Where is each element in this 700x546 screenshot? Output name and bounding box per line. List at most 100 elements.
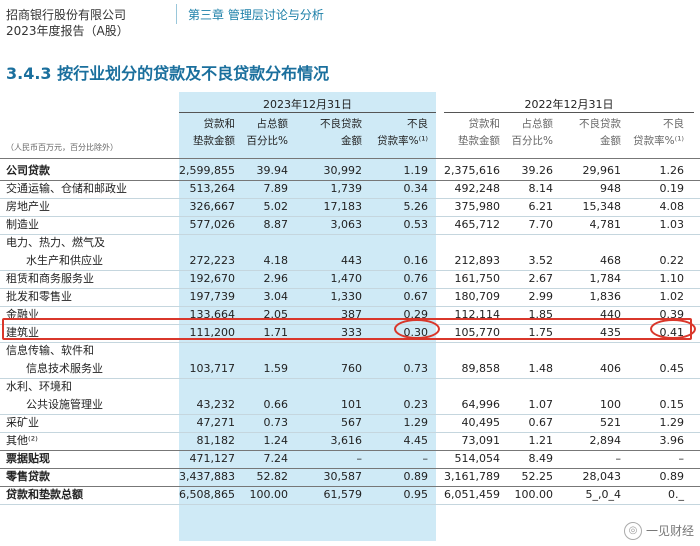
column-header: 占总额 xyxy=(256,118,289,130)
cell-value: 0._ xyxy=(668,488,684,501)
cell-value: 471,127 xyxy=(189,452,236,465)
cell-value: 40,495 xyxy=(461,416,501,429)
watermark-text: 一见财经 xyxy=(645,523,694,538)
row-label: 制造业 xyxy=(6,218,39,231)
cell-value: 387 xyxy=(341,308,362,321)
npl-2022-circle xyxy=(650,319,696,339)
cell-value: 73,091 xyxy=(461,434,501,447)
cell-value: 2,375,616 xyxy=(444,164,500,177)
watermark: ◎ 一见财经 xyxy=(623,522,694,540)
cell-value: 0.73 xyxy=(263,416,289,429)
cell-value: 1.26 xyxy=(659,164,685,177)
cell-value: 30,992 xyxy=(323,164,363,177)
row-label: 采矿业 xyxy=(6,416,39,429)
table-row: 贷款和垫款总额 6,508,865 100.00 61,579 0.95 6,051,45… xyxy=(0,486,700,504)
cell-value: 6,051,459 xyxy=(444,488,500,501)
cell-value: 0.29 xyxy=(403,308,429,321)
cell-value: 103,717 xyxy=(189,362,236,375)
table-row: 房地产业 326,667 5.02 17,183 5.26 375,980 6.21 15,3… xyxy=(0,198,700,216)
cell-value: 1.71 xyxy=(263,326,289,339)
table-row: 金融业 133,664 2.05 387 0.29 112,114 1.85 440 0.39 xyxy=(0,306,700,324)
cell-value: 0.66 xyxy=(263,398,289,411)
row-divider xyxy=(0,486,700,487)
table-row: 零售贷款 3,437,883 52.82 30,587 0.89 3,161,789 52.… xyxy=(0,468,700,486)
chapter-title: 第三章 管理层讨论与分析 xyxy=(188,8,324,22)
row-label: 水生产和供应业 xyxy=(26,254,103,267)
cell-value: 326,667 xyxy=(189,200,236,213)
cell-value: 0.23 xyxy=(403,398,429,411)
cell-value: 435 xyxy=(600,326,621,339)
row-label: 零售贷款 xyxy=(6,470,50,483)
watermark-logo-icon: ◎ xyxy=(623,522,642,540)
cell-value: 64,996 xyxy=(461,398,501,411)
cell-value: 4.45 xyxy=(403,434,429,447)
row-label: 租赁和商务服务业 xyxy=(6,272,94,285)
cell-value: 492,248 xyxy=(454,182,501,195)
cell-value: 1.02 xyxy=(659,290,685,303)
cell-value: 0.76 xyxy=(403,272,429,285)
cell-value: 100 xyxy=(600,398,621,411)
row-label: 交通运输、仓储和邮政业 xyxy=(6,182,127,195)
table-row: 批发和零售业 197,739 3.04 1,330 0.67 180,709 2.99 1,8… xyxy=(0,288,700,306)
cell-value: 112,114 xyxy=(454,308,501,321)
table-row: 电力、热力、燃气及 水生产和供应业 272,223 4.18 443 0.16 212,89… xyxy=(0,234,700,270)
cell-value: 1,330 xyxy=(330,290,363,303)
cell-value: 7.89 xyxy=(263,182,289,195)
cell-value: 0.67 xyxy=(403,290,429,303)
cell-value: 17,183 xyxy=(323,200,363,213)
header-rule xyxy=(0,158,700,159)
page-header: 招商银行股份有限公司 2023年度报告（A股） 第三章 管理层讨论与分析 xyxy=(0,0,700,40)
npl-2023-circle xyxy=(394,319,440,339)
cell-value: 5.26 xyxy=(403,200,429,213)
cell-value: 2,894 xyxy=(589,434,622,447)
cell-value: 443 xyxy=(341,254,362,267)
column-header: 贷款和 xyxy=(468,118,501,130)
cell-value: 1.85 xyxy=(528,308,554,321)
cell-value: 577,026 xyxy=(189,218,236,231)
cell-value: 0.89 xyxy=(403,470,429,483)
cell-value: 52.25 xyxy=(521,470,554,483)
cell-value: 1.07 xyxy=(528,398,554,411)
cell-value: 1,739 xyxy=(330,182,363,195)
row-divider xyxy=(0,216,700,217)
cell-value: 513,264 xyxy=(189,182,236,195)
cell-value: 3,161,789 xyxy=(444,470,500,483)
cell-value: 1.24 xyxy=(263,434,289,447)
column-header: 贷款率%⁽¹⁾ xyxy=(633,135,684,147)
group-underline-2023 xyxy=(179,112,436,113)
cell-value: 0.19 xyxy=(659,182,685,195)
cell-value: 406 xyxy=(600,362,621,375)
row-label: 批发和零售业 xyxy=(6,290,72,303)
cell-value: 333 xyxy=(341,326,362,339)
unit-note: （人民币百万元，百分比除外） xyxy=(6,143,118,152)
cell-value: 1,784 xyxy=(589,272,622,285)
group-header-2022: 2022年12月31日 xyxy=(524,98,614,111)
cell-value: 161,750 xyxy=(454,272,501,285)
cell-value: 8.49 xyxy=(528,452,554,465)
cell-value: 61,579 xyxy=(323,488,363,501)
cell-value: – xyxy=(678,452,685,465)
cell-value: 47,271 xyxy=(196,416,236,429)
cell-value: 6.21 xyxy=(528,200,554,213)
cell-value: 1.29 xyxy=(659,416,685,429)
cell-value: 6,508,865 xyxy=(179,488,235,501)
row-label: 信息技术服务业 xyxy=(26,362,103,375)
cell-value: 8.14 xyxy=(528,182,554,195)
cell-value: 567 xyxy=(341,416,362,429)
cell-value: 89,858 xyxy=(461,362,501,375)
row-label: 房地产业 xyxy=(6,200,50,213)
cell-value: 2,599,855 xyxy=(179,164,235,177)
cell-value: 3,616 xyxy=(330,434,363,447)
cell-value: 1.48 xyxy=(528,362,554,375)
header-divider xyxy=(176,4,177,24)
cell-value: 0.73 xyxy=(403,362,429,375)
row-label: 其他⁽²⁾ xyxy=(6,434,38,447)
cell-value: 760 xyxy=(341,362,362,375)
cell-value: 1.29 xyxy=(403,416,429,429)
cell-value: 2.99 xyxy=(528,290,554,303)
row-divider xyxy=(0,378,700,379)
cell-value: 133,664 xyxy=(189,308,236,321)
cell-value: 1.10 xyxy=(659,272,685,285)
column-header: 贷款率%⁽¹⁾ xyxy=(377,135,428,147)
row-label: 电力、热力、燃气及 xyxy=(6,236,105,249)
